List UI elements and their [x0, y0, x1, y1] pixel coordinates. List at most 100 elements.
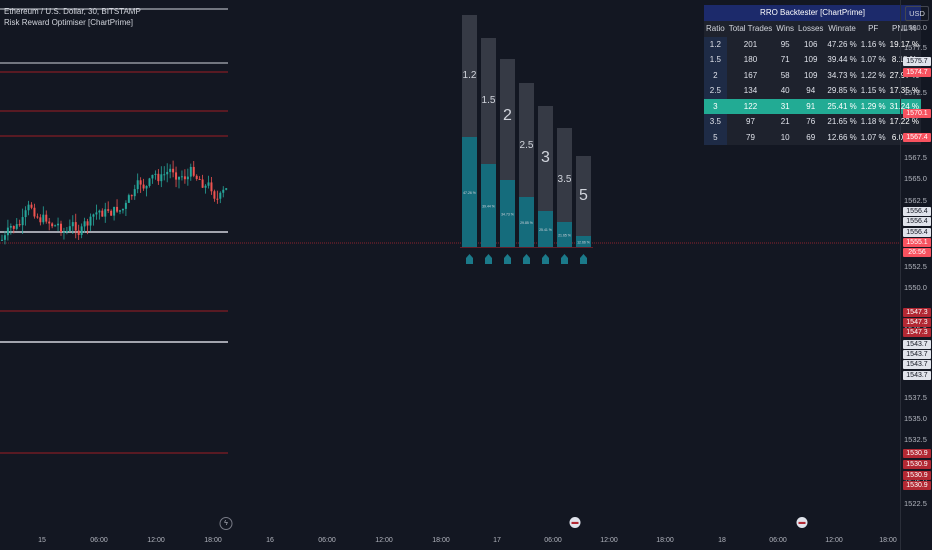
candle-body [175, 172, 178, 180]
candle-body [139, 180, 142, 185]
candlesticks [1, 160, 228, 245]
price-label: 1575.7 [903, 57, 931, 66]
flag-event-icon[interactable]: ▬ [796, 517, 808, 528]
candle-body [24, 210, 27, 218]
candle-body [21, 217, 24, 226]
rro-winrate-label: 25.41 % [539, 228, 552, 232]
candle-body [142, 184, 145, 189]
candle-body [225, 188, 228, 190]
table-cell: 21 [774, 114, 797, 130]
table-cell: 97 [726, 114, 775, 130]
header-losses: Losses [796, 21, 826, 37]
table-cell: 25.41 % [825, 98, 859, 114]
lightning-event-icon[interactable]: ϟ [219, 517, 233, 530]
price-label: 1567.4 [903, 133, 931, 142]
level-lines [0, 8, 900, 454]
table-cell: 1.22 % [858, 67, 888, 83]
candle-body [183, 176, 186, 180]
candle-body [172, 168, 175, 173]
header-winrate: Winrate [825, 21, 859, 37]
rro-win-bar [538, 211, 553, 247]
rro-total-bar [500, 59, 515, 180]
indicator-title[interactable]: Risk Reward Optimiser [ChartPrime] [4, 18, 133, 27]
rro-win-bar [462, 137, 477, 247]
rro-marker-icon [466, 254, 473, 264]
candle-body [154, 173, 157, 175]
table-row: 1.2 201 95 106 47.26 % 1.16 % 19.17 % [704, 36, 922, 52]
candle-body [204, 185, 207, 188]
price-label: 1543.7 [903, 371, 931, 380]
price-tick-label: 1550.0 [904, 283, 927, 292]
rro-winrate-label: 29.85 % [520, 221, 533, 225]
table-cell: 31 [774, 98, 797, 114]
price-tick-label: 1552.5 [904, 262, 927, 271]
table-cell: 122 [726, 98, 775, 114]
rro-win-bar [576, 236, 591, 247]
candle-body [219, 192, 222, 199]
currency-button[interactable]: USD [905, 6, 929, 21]
price-axis[interactable] [900, 0, 932, 550]
rro-win-bar [481, 164, 496, 247]
table-cell: 34.73 % [825, 67, 859, 83]
price-tick-label: 1567.5 [904, 153, 927, 162]
candle-body [148, 178, 151, 186]
price-label: 1530.9 [903, 471, 931, 480]
rro-winrate-label: 47.26 % [463, 191, 476, 195]
candle-body [6, 227, 9, 236]
price-label: 1547.3 [903, 328, 931, 337]
table-cell: 5 [704, 129, 727, 145]
candle-body [42, 214, 45, 223]
rro-winrate-label: 21.65 % [558, 234, 571, 238]
price-tick-label: 1580.0 [904, 23, 927, 32]
price-label: 1530.9 [903, 449, 931, 458]
table-cell: 29.85 % [825, 83, 859, 99]
price-label: 1543.7 [903, 340, 931, 349]
rro-total-bar [462, 15, 477, 137]
chart-legend[interactable]: Ethereum / U.S. Dollar, 30, BITSTAMP Ris… [4, 6, 141, 28]
candle-body [113, 206, 116, 216]
table-cell: 10 [774, 129, 797, 145]
rro-marker-icon [504, 254, 511, 264]
rro-winrate-label: 12.66 % [577, 241, 590, 245]
header-ratio: Ratio [704, 21, 727, 37]
table-header-row: Ratio Total Trades Wins Losses Winrate P… [704, 21, 922, 37]
rro-marker-icon [485, 254, 492, 264]
symbol-title[interactable]: Ethereum / U.S. Dollar, 30, BITSTAMP [4, 7, 141, 16]
candle-body [74, 222, 77, 231]
table-row: 2.5 134 40 94 29.85 % 1.15 % 17.35 % [704, 83, 922, 99]
price-chart[interactable]: 1.247.26 %1.539.44 %234.73 %2.529.85 %32… [0, 0, 900, 550]
candle-body [48, 221, 51, 224]
rro-win-bar [519, 197, 534, 247]
header-wins: Wins [774, 21, 797, 37]
time-tick-label: 18:00 [656, 537, 674, 544]
price-tick-label: 1562.5 [904, 196, 927, 205]
candle-body [95, 212, 98, 215]
candle-body [80, 226, 83, 235]
header-pf: PF [858, 21, 888, 37]
flag-event-icon[interactable]: ▬ [569, 517, 581, 528]
candle-body [119, 210, 121, 212]
candle-body [45, 214, 48, 222]
table-cell: 106 [796, 36, 826, 52]
time-tick-label: 18:00 [204, 537, 222, 544]
candle-body [124, 202, 127, 209]
candle-body [186, 176, 189, 180]
rro-total-bar [519, 83, 534, 197]
candle-body [39, 217, 42, 223]
price-label: 1574.7 [903, 68, 931, 77]
candle-body [136, 180, 139, 190]
rro-ratio-label: 3.5 [558, 174, 572, 185]
candle-body [195, 175, 198, 179]
price-label: 1530.9 [903, 481, 931, 490]
candle-body [77, 230, 80, 235]
rro-ratio-label: 2 [503, 107, 512, 124]
candle-body [192, 166, 195, 176]
price-tick-label: 1565.0 [904, 174, 927, 183]
candle-body [101, 210, 104, 217]
price-label: 1556.4 [903, 217, 931, 226]
candle-body [180, 176, 183, 178]
table-cell: 21.65 % [825, 114, 859, 130]
candle-body [60, 223, 62, 232]
rro-backtester-table: RRO Backtester [ChartPrime] Ratio Total … [704, 5, 922, 145]
